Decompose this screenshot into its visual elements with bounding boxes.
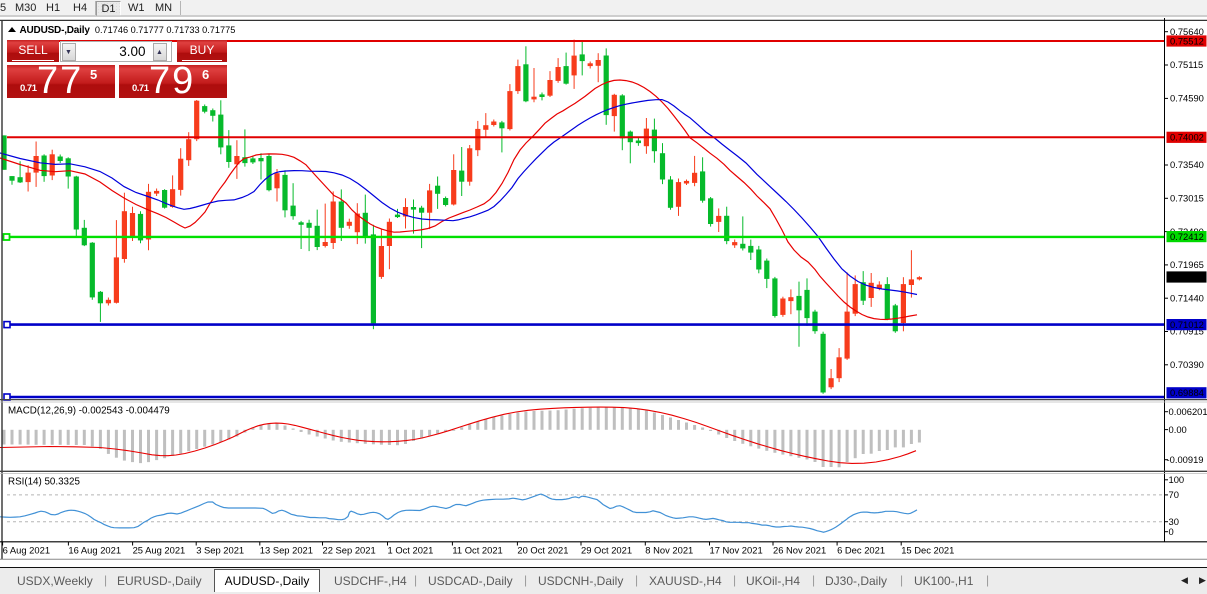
svg-text:0.73540: 0.73540 — [1170, 159, 1204, 170]
svg-text:0.70915: 0.70915 — [1170, 326, 1204, 337]
svg-text:70: 70 — [1169, 489, 1179, 500]
svg-text:30: 30 — [1169, 516, 1179, 527]
svg-text:16 Aug 2021: 16 Aug 2021 — [68, 545, 121, 556]
svg-text:26 Nov 2021: 26 Nov 2021 — [773, 545, 826, 556]
svg-text:0.71440: 0.71440 — [1170, 292, 1204, 303]
svg-text:0.006201: 0.006201 — [1169, 406, 1207, 417]
svg-text:13 Sep 2021: 13 Sep 2021 — [260, 545, 313, 556]
svg-text:0.75115: 0.75115 — [1170, 59, 1203, 70]
svg-text:15 Dec 2021: 15 Dec 2021 — [901, 545, 954, 556]
svg-text:0.74590: 0.74590 — [1170, 93, 1204, 104]
svg-text:6 Dec 2021: 6 Dec 2021 — [837, 545, 885, 556]
svg-text:RSI(14) 50.3325: RSI(14) 50.3325 — [8, 477, 80, 488]
svg-text:0.69884: 0.69884 — [1170, 387, 1204, 398]
svg-text:0.00: 0.00 — [1169, 424, 1187, 435]
svg-text:29 Oct 2021: 29 Oct 2021 — [581, 545, 632, 556]
svg-text:17 Nov 2021: 17 Nov 2021 — [710, 545, 763, 556]
svg-text:3 Sep 2021: 3 Sep 2021 — [196, 545, 244, 556]
svg-text:25 Aug 2021: 25 Aug 2021 — [133, 545, 186, 556]
svg-text:0.71012: 0.71012 — [1170, 319, 1204, 330]
svg-text:0.71965: 0.71965 — [1170, 259, 1204, 270]
svg-text:0: 0 — [1169, 526, 1174, 537]
svg-text:0.75640: 0.75640 — [1170, 26, 1204, 37]
svg-text:0.70390: 0.70390 — [1170, 359, 1204, 370]
svg-text:22 Sep 2021: 22 Sep 2021 — [323, 545, 376, 556]
svg-text:0.75512: 0.75512 — [1170, 35, 1204, 46]
svg-text:11 Oct 2021: 11 Oct 2021 — [452, 545, 502, 556]
svg-text:100: 100 — [1169, 474, 1185, 485]
svg-text:MACD(12,26,9) -0.002543 -0.004: MACD(12,26,9) -0.002543 -0.004479 — [8, 406, 170, 417]
svg-text:0.74002: 0.74002 — [1170, 132, 1204, 143]
svg-text:0.72412: 0.72412 — [1170, 231, 1204, 242]
svg-text:6 Aug 2021: 6 Aug 2021 — [3, 545, 50, 556]
svg-text:8 Nov 2021: 8 Nov 2021 — [645, 545, 693, 556]
svg-text:0.73015: 0.73015 — [1170, 193, 1204, 204]
svg-text:20 Oct 2021: 20 Oct 2021 — [517, 545, 568, 556]
svg-text:1 Oct 2021: 1 Oct 2021 — [388, 545, 434, 556]
svg-text:-0.00919: -0.00919 — [1167, 454, 1204, 465]
svg-text:0.71775: 0.71775 — [1170, 271, 1204, 282]
